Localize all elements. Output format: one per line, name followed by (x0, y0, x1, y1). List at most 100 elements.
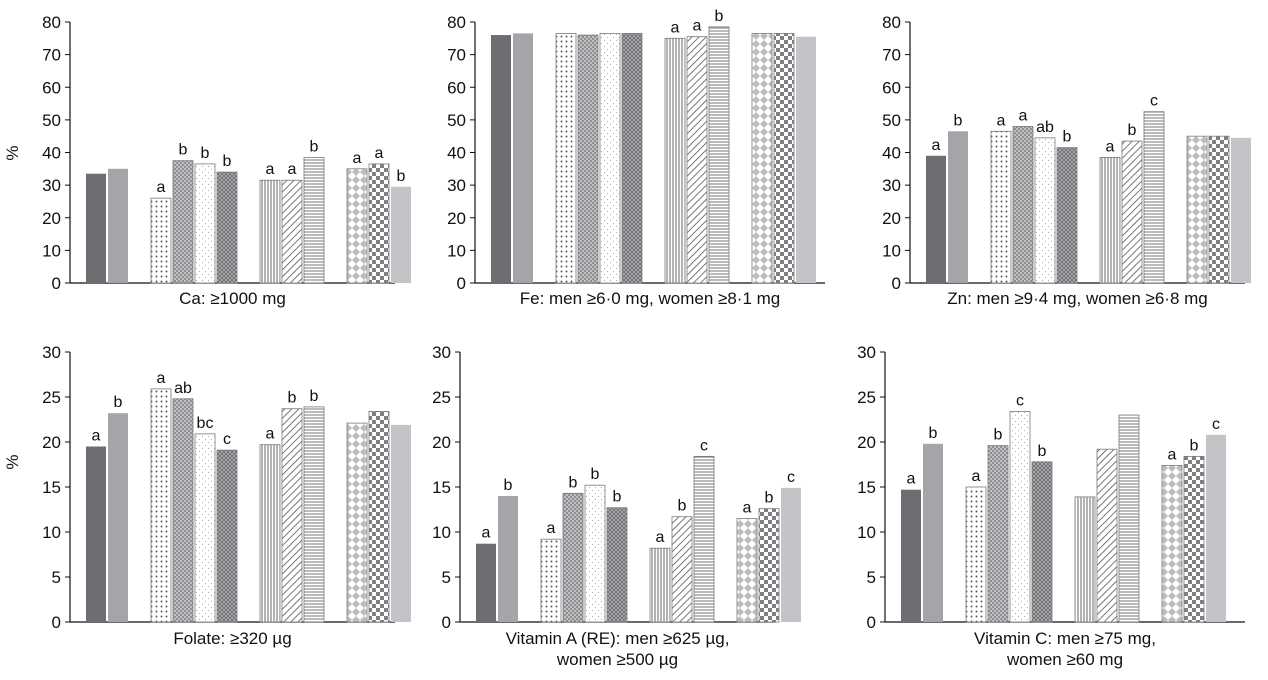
y-tick-label: 0 (892, 274, 901, 293)
bar-dots (965, 486, 987, 623)
significance-label: a (482, 525, 491, 542)
bar-diag (686, 36, 708, 284)
significance-label: b (223, 153, 232, 170)
bar-light (391, 186, 411, 283)
significance-label: a (547, 520, 556, 537)
y-tick-label: 10 (882, 241, 901, 260)
bar-diamond (736, 518, 758, 623)
significance-label: a (743, 500, 752, 517)
bar-vlines (649, 547, 671, 623)
significance-label: b (678, 498, 687, 515)
y-tick-label: 10 (42, 241, 61, 260)
y-tick-label: 15 (42, 478, 61, 497)
bar-cross (606, 507, 628, 623)
bar-fine-dots (194, 433, 216, 623)
bar-hlines (708, 26, 730, 284)
bar-diag (1096, 448, 1118, 623)
bar-diamond (346, 168, 368, 284)
significance-label: a (932, 137, 941, 154)
bar-fine-dots (1009, 410, 1031, 623)
panel-caption: Ca: ≥1000 mg (179, 289, 286, 308)
y-tick-label: 30 (882, 176, 901, 195)
bar-medium (948, 131, 968, 283)
y-tick-label: 30 (42, 176, 61, 195)
y-tick-label: 30 (42, 343, 61, 362)
bar-medium (498, 496, 518, 622)
y-tick-label: 5 (52, 568, 61, 587)
significance-label: b (994, 427, 1003, 444)
significance-label: b (114, 394, 123, 411)
bar-checker (368, 410, 390, 623)
significance-label: b (1128, 122, 1137, 139)
y-tick-label: 0 (442, 613, 451, 632)
bar-medium (108, 168, 128, 283)
bar-hlines (1143, 111, 1165, 284)
y-tick-label: 15 (432, 478, 451, 497)
significance-label: a (266, 426, 275, 443)
significance-label: a (157, 370, 166, 387)
y-tick-label: 20 (42, 209, 61, 228)
significance-label: b (569, 474, 578, 491)
significance-label: c (223, 431, 231, 448)
bar-fine-dots (1034, 137, 1056, 284)
bar-dense-dots (172, 398, 194, 623)
bar-hlines (303, 406, 325, 623)
significance-label: b (288, 390, 297, 407)
bar-vlines (664, 37, 686, 284)
y-tick-label: 50 (447, 111, 466, 130)
y-tick-label: 60 (447, 78, 466, 97)
significance-label: b (929, 425, 938, 442)
significance-label: b (715, 8, 724, 25)
significance-label: b (1190, 437, 1199, 454)
significance-label: b (1063, 129, 1072, 146)
y-tick-label: 25 (857, 388, 876, 407)
y-tick-label: 20 (432, 433, 451, 452)
bar-hlines (303, 156, 325, 284)
bar-light (781, 487, 801, 622)
bar-dark (86, 173, 106, 283)
bar-cross (216, 171, 238, 284)
bar-dense-dots (1012, 126, 1034, 284)
bar-cross (1031, 461, 1053, 623)
y-tick-label: 60 (882, 78, 901, 97)
panel-caption: Zn: men ≥9·4 mg, women ≥6·8 mg (947, 289, 1208, 308)
significance-label: ab (174, 380, 192, 397)
bar-diag (281, 179, 303, 284)
bar-dark (901, 489, 921, 622)
significance-label: a (375, 145, 384, 162)
y-tick-label: 70 (882, 46, 901, 65)
significance-label: a (997, 112, 1006, 129)
bar-diag (1121, 140, 1143, 284)
significance-label: b (591, 466, 600, 483)
y-tick-label: 40 (882, 144, 901, 163)
bar-vlines (259, 179, 281, 284)
significance-label: a (1019, 107, 1028, 124)
panel-caption: Fe: men ≥6·0 mg, women ≥8·1 mg (520, 289, 781, 308)
bar-diamond (751, 33, 773, 284)
y-tick-label: 30 (857, 343, 876, 362)
significance-label: a (157, 179, 166, 196)
bar-hlines (693, 455, 715, 623)
bar-dots (540, 538, 562, 623)
significance-label: b (201, 145, 210, 162)
y-tick-label: 25 (42, 388, 61, 407)
bar-dots (150, 388, 172, 623)
y-tick-label: 10 (432, 523, 451, 542)
y-tick-label: 0 (457, 274, 466, 293)
bar-diamond (1161, 464, 1183, 623)
significance-label: a (1106, 138, 1115, 155)
bar-medium (513, 33, 533, 284)
bar-medium (923, 443, 943, 622)
y-tick-label: 5 (867, 568, 876, 587)
significance-label: b (504, 477, 513, 494)
significance-label: c (700, 437, 708, 454)
significance-label: b (765, 490, 774, 507)
bar-diag (281, 408, 303, 623)
significance-label: a (671, 19, 680, 36)
y-tick-label: 80 (447, 13, 466, 32)
bar-fine-dots (194, 163, 216, 284)
significance-label: a (972, 468, 981, 485)
bar-dense-dots (577, 34, 599, 284)
